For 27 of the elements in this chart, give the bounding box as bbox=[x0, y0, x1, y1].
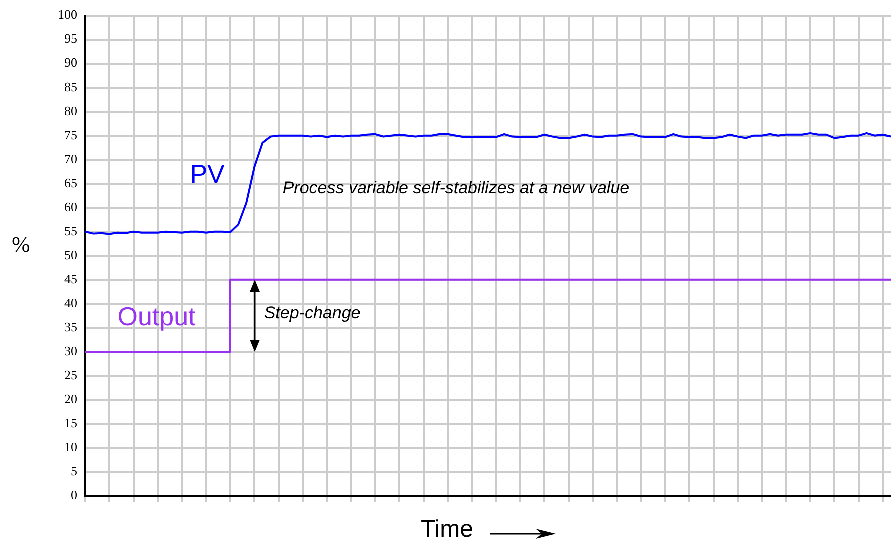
y-axis-title: % bbox=[12, 232, 30, 258]
y-tick-label: 75 bbox=[64, 127, 78, 142]
y-tick-label: 40 bbox=[64, 295, 78, 310]
annotation: Process variable self-stabilizes at a new value bbox=[282, 178, 630, 198]
y-tick-label: 70 bbox=[64, 151, 78, 166]
series-label: PV bbox=[190, 159, 226, 190]
y-tick-label: 100 bbox=[58, 7, 78, 22]
y-tick-label: 25 bbox=[64, 367, 78, 382]
y-tick-label: 95 bbox=[64, 31, 78, 46]
y-tick-label: 90 bbox=[64, 55, 78, 70]
y-tick-label: 30 bbox=[64, 343, 78, 358]
y-tick-label: 20 bbox=[64, 391, 78, 406]
y-tick-label: 65 bbox=[64, 175, 78, 190]
y-tick-label: 5 bbox=[71, 463, 78, 478]
y-tick-label: 45 bbox=[64, 271, 78, 286]
y-tick-label: 55 bbox=[64, 223, 78, 238]
x-axis-title: Time bbox=[421, 516, 474, 544]
y-tick-label: 80 bbox=[64, 103, 78, 118]
y-tick-label: 60 bbox=[64, 199, 78, 214]
y-tick-label: 0 bbox=[71, 487, 78, 502]
series-label: Output bbox=[118, 302, 197, 332]
annotation: Step-change bbox=[264, 303, 361, 322]
y-tick-label: 50 bbox=[64, 247, 78, 262]
y-tick-label: 35 bbox=[64, 319, 78, 334]
y-tick-label: 10 bbox=[64, 439, 78, 454]
y-tick-label: 15 bbox=[64, 415, 78, 430]
y-tick-label: 85 bbox=[64, 79, 78, 94]
